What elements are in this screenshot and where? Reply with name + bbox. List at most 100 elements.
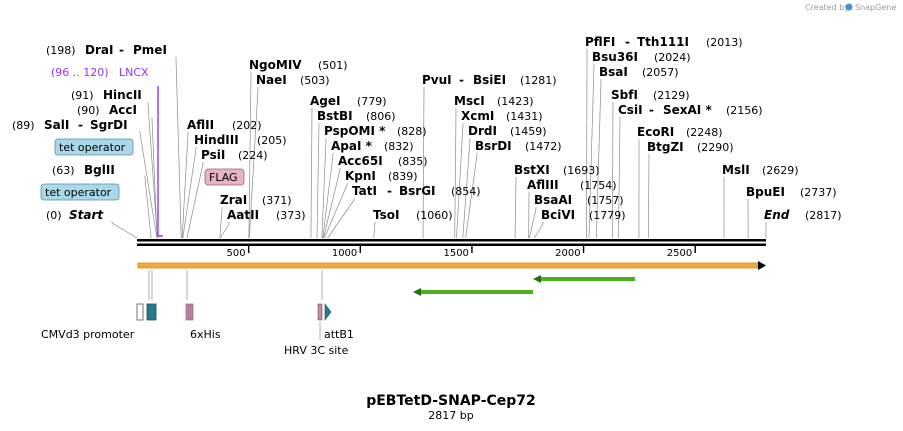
enzyme-name: DrdI bbox=[468, 124, 497, 138]
enzyme-leader-line bbox=[316, 123, 320, 239]
his-tag-label: 6xHis bbox=[190, 328, 221, 341]
enzyme-name: BglII bbox=[84, 163, 115, 177]
enzyme-pos: (835) bbox=[398, 155, 428, 168]
enzyme-pos: (1060) bbox=[416, 209, 453, 222]
enzyme-pos: (832) bbox=[384, 140, 414, 153]
enzyme-leader-line bbox=[454, 108, 457, 239]
attb1-glyph bbox=[324, 303, 332, 321]
enzyme-leader-line bbox=[647, 154, 650, 239]
enzyme-name: Bsu36I bbox=[592, 50, 638, 64]
enzyme-name: PspOMI * bbox=[324, 124, 386, 138]
enzyme-pos: (1459) bbox=[510, 125, 547, 138]
enzyme-leader-line bbox=[422, 87, 425, 239]
features-above: (96 .. 120) LNCX tet operator tet operat… bbox=[40, 66, 245, 237]
arrow-left-icon bbox=[533, 275, 541, 283]
credit-text: Created by bbox=[805, 3, 849, 12]
enzyme-name: BtgZI bbox=[647, 140, 684, 154]
enzyme-leader-line bbox=[175, 57, 182, 239]
enzyme-leader-line bbox=[321, 138, 327, 239]
enzyme-pos: (202) bbox=[232, 119, 262, 132]
arrow-left-icon bbox=[413, 288, 421, 296]
enzyme-name: EcoRI bbox=[637, 125, 674, 139]
enzyme-leader-line bbox=[612, 102, 614, 239]
enzyme-name: AatII bbox=[227, 208, 259, 222]
enzyme-leader-line bbox=[147, 102, 158, 239]
enzyme-leader-line bbox=[219, 222, 230, 239]
enzyme-pos: (371) bbox=[262, 194, 292, 207]
snapgene-credit: Created by SnapGene bbox=[805, 3, 896, 12]
enzyme-leader-line bbox=[586, 49, 588, 239]
map-length: 2817 bp bbox=[428, 409, 473, 422]
enzyme-leader-line bbox=[618, 117, 621, 239]
ruler-tick-label: 500 bbox=[227, 248, 246, 259]
enzyme-leader-lines bbox=[111, 49, 767, 239]
backbone bbox=[137, 239, 766, 246]
enzyme-leader-line bbox=[248, 87, 259, 239]
enzyme-name: HindIII bbox=[194, 133, 239, 147]
enzyme-leader-line bbox=[111, 221, 138, 239]
enzyme-pos: (2629) bbox=[762, 164, 799, 177]
lncx-range: (96 .. 120) bbox=[51, 66, 109, 79]
enzyme-name: AflII bbox=[187, 118, 214, 132]
enzyme-name: XcmI bbox=[461, 109, 494, 123]
enzyme-leader-line bbox=[465, 153, 478, 239]
tet-operator-label: tet operator bbox=[45, 186, 112, 199]
enzyme-separator: - bbox=[387, 184, 392, 198]
reverse-arrow-body bbox=[540, 277, 635, 281]
flag-label: FLAG bbox=[209, 171, 238, 184]
enzyme-name: BciVI bbox=[541, 208, 575, 222]
enzyme-pos: (205) bbox=[257, 134, 287, 147]
enzyme-name: HincII bbox=[103, 88, 142, 102]
reverse-arrow-2 bbox=[413, 288, 533, 296]
enzyme-leader-line bbox=[456, 123, 464, 239]
enzyme-pos: (839) bbox=[388, 170, 418, 183]
backbone-strand-bottom bbox=[137, 243, 766, 246]
ruler-ticks: 500 1000 1500 2000 2500 bbox=[227, 246, 696, 259]
orf-bar-body bbox=[137, 262, 761, 269]
tet-operator-glyph bbox=[146, 303, 157, 321]
map-start-label: Start bbox=[69, 208, 104, 222]
enzyme-name: PvuI bbox=[422, 73, 452, 87]
enzyme-pos: (501) bbox=[318, 59, 348, 72]
ruler-tick-label: 2000 bbox=[555, 248, 580, 259]
enzyme-leader-line bbox=[181, 132, 189, 239]
enzyme-name: SbfI bbox=[611, 88, 638, 102]
enzyme-leader-line bbox=[462, 138, 471, 239]
enzyme-leader-line bbox=[595, 79, 602, 239]
map-title-block: pEBTetD-SNAP-Cep72 2817 bp bbox=[366, 393, 536, 422]
enzyme-separator: - bbox=[78, 118, 83, 132]
enzyme-leader-line bbox=[186, 162, 204, 239]
enzyme-name: PmeI bbox=[133, 43, 167, 57]
enzyme-leader-line bbox=[248, 72, 252, 239]
enzyme-name: BstXI bbox=[514, 163, 550, 177]
enzyme-leader-line bbox=[533, 222, 544, 239]
his-tag-glyph bbox=[185, 303, 190, 321]
tet-operator-box bbox=[54, 138, 134, 156]
enzyme-pos: (503) bbox=[300, 74, 330, 87]
map-title: pEBTetD-SNAP-Cep72 bbox=[366, 393, 536, 409]
enzyme-leader-line bbox=[144, 176, 152, 239]
enzyme-name: DraI bbox=[85, 43, 113, 57]
attb1-label: attB1 bbox=[324, 328, 354, 341]
enzyme-leader-line bbox=[219, 207, 223, 239]
enzyme-pos: (854) bbox=[451, 185, 481, 198]
enzyme-separator: - bbox=[649, 103, 654, 117]
enzyme-pos: (2129) bbox=[653, 89, 690, 102]
lncx-label: LNCX bbox=[119, 66, 149, 79]
enzyme-name: BstBI bbox=[317, 109, 353, 123]
ruler-tick-label: 2500 bbox=[667, 248, 692, 259]
cmv-promoter-label: CMVd3 promoter bbox=[41, 328, 135, 341]
enzyme-name: Tth111I bbox=[637, 35, 689, 49]
enzyme-leader-line bbox=[373, 222, 376, 239]
enzyme-pos: (828) bbox=[397, 125, 427, 138]
backbone-strand-top bbox=[137, 239, 766, 242]
tet-operator-label: tet operator bbox=[59, 141, 126, 154]
orf-arrowhead-icon bbox=[758, 261, 766, 270]
enzyme-pos: (90) bbox=[77, 104, 100, 117]
enzyme-name: TsoI bbox=[373, 208, 399, 222]
cmv-promoter-glyph bbox=[136, 303, 144, 321]
enzyme-leader-line bbox=[182, 147, 197, 239]
tet-operator-box bbox=[40, 183, 120, 201]
enzyme-name: PflFI bbox=[585, 35, 615, 49]
enzyme-leader-line bbox=[139, 131, 158, 239]
